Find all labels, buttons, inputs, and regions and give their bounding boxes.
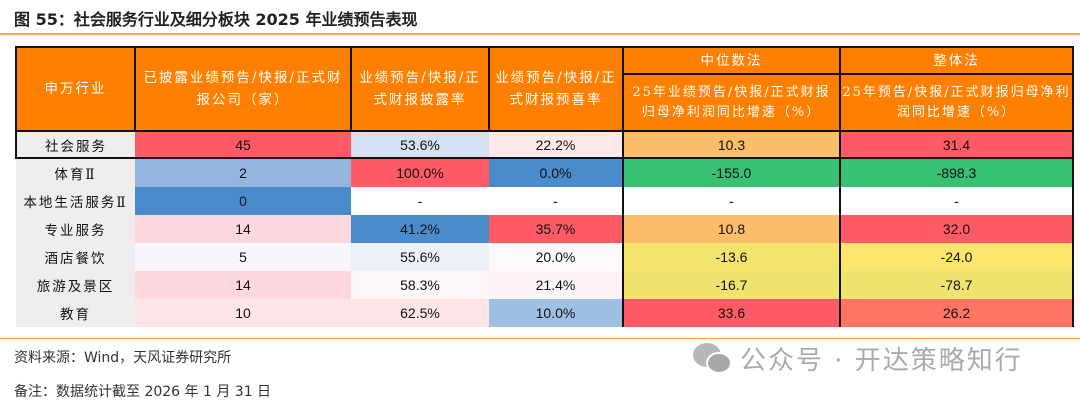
header-count: 已披露业绩预告/快报/正式财报公司（家）	[134, 46, 352, 132]
cell-overall: -898.3	[839, 158, 1074, 187]
cell-disclosure: 100.0%	[351, 158, 489, 187]
cell-count: 10	[135, 299, 351, 327]
top-divider	[0, 33, 1080, 35]
header-overall: 25年预告/快报/正式财报归母净利润同比增速（%）	[839, 73, 1074, 132]
cell-overall: -24.0	[839, 243, 1074, 271]
header-disclosure-rate: 业绩预告/快报/正式财报披露率	[350, 46, 490, 132]
cell-median: -	[622, 187, 840, 215]
cell-disclosure: 41.2%	[351, 215, 489, 243]
cell-disclosure: 58.3%	[351, 271, 489, 299]
header-positive-rate: 业绩预告/快报/正式财报预喜率	[488, 46, 624, 132]
cell-positive: 20.0%	[489, 243, 623, 271]
cell-positive: 22.2%	[489, 130, 623, 159]
header-industry: 申万行业	[15, 46, 136, 132]
industry-name: 体育Ⅱ	[16, 158, 135, 187]
performance-table: 申万行业 已披露业绩预告/快报/正式财报公司（家） 业绩预告/快报/正式财报披露…	[15, 46, 1074, 327]
cell-disclosure: 62.5%	[351, 299, 489, 327]
cell-count: 45	[135, 130, 351, 159]
figure-title: 图 55：社会服务行业及细分板块 2025 年业绩预告表现	[14, 10, 418, 29]
watermark: 公众号 · 开达策略知行	[692, 340, 1023, 377]
cell-median: -155.0	[622, 158, 840, 187]
cell-positive: 35.7%	[489, 215, 623, 243]
table-row: 专业服务 14 41.2% 35.7% 10.8 32.0	[16, 215, 1074, 243]
cell-disclosure: 53.6%	[351, 130, 489, 159]
cell-overall: -78.7	[839, 271, 1074, 299]
cell-median: -13.6	[622, 243, 840, 271]
table-row: 教育 10 62.5% 10.0% 33.6 26.2	[16, 299, 1074, 327]
watermark-text: 公众号 · 开达策略知行	[740, 346, 1023, 376]
cell-count: 2	[135, 158, 351, 187]
cell-positive: -	[489, 187, 623, 215]
cell-count: 14	[135, 215, 351, 243]
footnote: 备注：数据统计截至 2026 年 1 月 31 日	[14, 384, 272, 400]
header-median-group: 中位数法	[622, 46, 841, 75]
wechat-icon	[693, 342, 732, 374]
source-note: 资料来源：Wind，天风证券研究所	[14, 350, 232, 366]
cell-count: 5	[135, 243, 351, 271]
cell-disclosure: 55.6%	[351, 243, 489, 271]
cell-count: 14	[135, 271, 351, 299]
industry-name: 专业服务	[16, 215, 135, 243]
industry-name: 社会服务	[15, 130, 135, 159]
cell-overall: 32.0	[839, 215, 1074, 243]
cell-count: 0	[135, 187, 351, 215]
header-overall-group: 整体法	[839, 46, 1074, 75]
table-row: 体育Ⅱ 2 100.0% 0.0% -155.0 -898.3	[16, 158, 1074, 187]
industry-name: 教育	[16, 299, 135, 327]
header-median: 25年业绩预告/快报/正式财报归母净利润同比增速（%）	[622, 73, 841, 132]
industry-name: 本地生活服务Ⅱ	[16, 187, 135, 215]
cell-overall: 31.4	[839, 130, 1074, 159]
cell-positive: 21.4%	[489, 271, 623, 299]
industry-name: 旅游及景区	[16, 271, 135, 299]
cell-median: 10.8	[622, 215, 840, 243]
cell-overall: 26.2	[839, 299, 1074, 327]
bottom-divider	[0, 338, 1080, 339]
cell-overall: -	[839, 187, 1074, 215]
industry-name: 酒店餐饮	[16, 243, 135, 271]
cell-median: -16.7	[622, 271, 840, 299]
cell-positive: 10.0%	[489, 299, 623, 327]
table-row: 本地生活服务Ⅱ 0- - - -	[16, 187, 1074, 215]
table-row: 旅游及景区 14 58.3% 21.4% -16.7 -78.7	[16, 271, 1074, 299]
table-row: 酒店餐饮 5 55.6% 20.0% -13.6 -24.0	[16, 243, 1074, 271]
cell-positive: 0.0%	[489, 158, 623, 187]
cell-median: 33.6	[622, 299, 840, 327]
cell-disclosure: -	[351, 187, 489, 215]
table-row: 社会服务 45 53.6% 22.2% 10.3 31.4	[15, 130, 1074, 159]
cell-median: 10.3	[622, 130, 840, 159]
